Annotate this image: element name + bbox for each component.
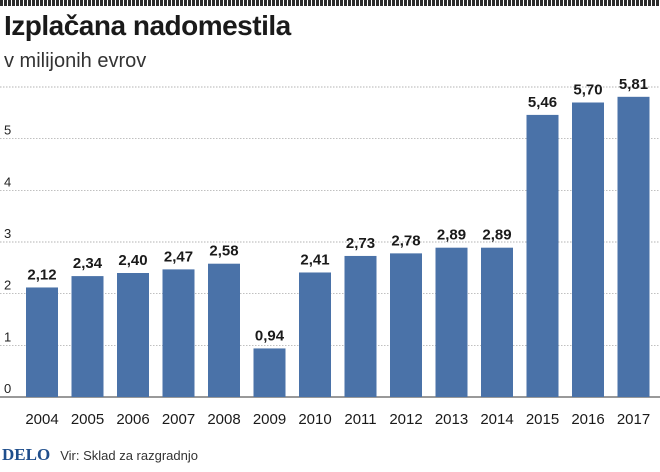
y-tick-label: 5 — [4, 123, 11, 138]
top-rule — [0, 0, 660, 6]
value-label: 2,41 — [300, 251, 329, 268]
bar — [117, 273, 149, 397]
y-tick-label: 3 — [4, 226, 11, 241]
category-label: 2011 — [344, 411, 376, 428]
category-label: 2006 — [116, 411, 149, 428]
value-label: 2,34 — [73, 255, 103, 272]
bars — [26, 96, 650, 398]
bar — [253, 348, 286, 397]
bar — [435, 247, 468, 397]
category-label: 2012 — [389, 411, 422, 428]
value-label: 2,78 — [391, 232, 420, 249]
bar — [390, 253, 422, 397]
value-label: 0,94 — [255, 327, 285, 344]
y-tick-label: 0 — [4, 381, 11, 396]
value-labels: 2,12 2,34 2,40 2,47 2,58 0,94 2,41 2,73 2,78 2,89… — [27, 76, 648, 345]
category-label: 2008 — [207, 411, 240, 428]
value-label: 2,58 — [209, 243, 238, 260]
bar — [26, 287, 58, 397]
bar — [481, 247, 513, 397]
category-label: 2017 — [617, 411, 650, 428]
category-label: 2013 — [435, 411, 468, 428]
y-tick-labels: 0 1 2 3 4 5 — [4, 123, 11, 396]
footer: DELO Vir: Sklad za razgradnjo — [0, 444, 198, 466]
category-label: 2010 — [298, 411, 331, 428]
value-label: 5,81 — [619, 76, 648, 93]
value-label: 5,70 — [573, 82, 602, 99]
value-label: 2,73 — [346, 235, 375, 252]
category-label: 2016 — [571, 411, 604, 428]
chart-title: Izplačana nadomestila — [4, 10, 291, 41]
bar — [526, 114, 559, 398]
value-label: 2,47 — [164, 248, 193, 265]
category-label: 2004 — [25, 411, 58, 428]
value-label: 5,46 — [528, 94, 557, 111]
value-label: 2,12 — [27, 266, 56, 283]
bar — [162, 269, 195, 397]
source-text: Vir: Sklad za razgradnjo — [60, 447, 198, 463]
category-label: 2005 — [71, 411, 104, 428]
y-tick-label: 4 — [4, 174, 11, 189]
category-label: 2009 — [253, 411, 286, 428]
bar — [572, 102, 604, 397]
category-label: 2015 — [526, 411, 559, 428]
value-label: 2,40 — [118, 252, 147, 269]
value-label: 2,89 — [482, 227, 511, 244]
bar — [71, 276, 104, 397]
category-labels: 2004 2005 2006 2007 2008 2009 2010 2011 2012 2013… — [25, 411, 650, 428]
chart-subtitle: v milijonih evrov — [4, 50, 147, 72]
category-label: 2007 — [162, 411, 195, 428]
bar — [344, 255, 377, 397]
bar — [617, 96, 650, 398]
y-tick-label: 1 — [4, 329, 11, 344]
bar — [299, 272, 331, 397]
category-label: 2014 — [480, 411, 513, 428]
y-tick-label: 2 — [4, 278, 11, 293]
delo-logo: DELO — [2, 445, 51, 464]
bar — [208, 263, 240, 397]
value-label: 2,89 — [437, 227, 466, 244]
